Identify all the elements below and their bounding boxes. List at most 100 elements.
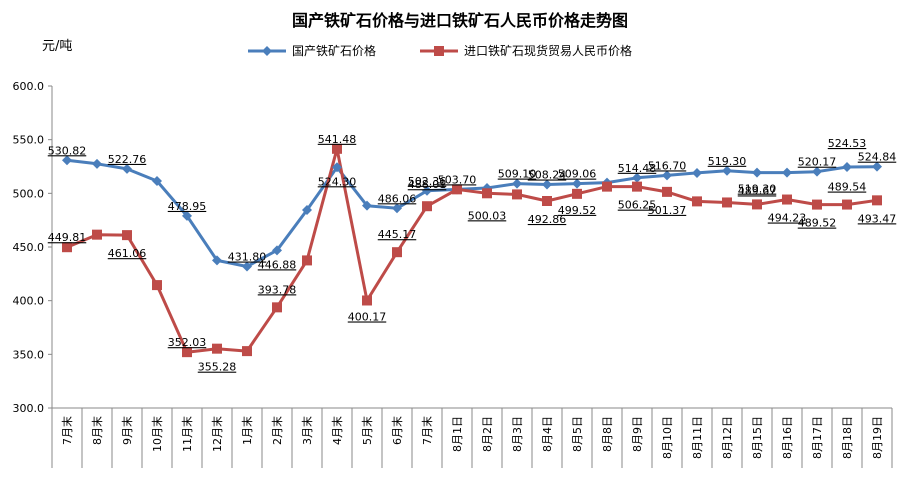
x-tick-label: 8月2日: [481, 416, 494, 452]
data-label-imported: 488.01: [408, 178, 447, 191]
data-label-domestic: 524.30: [318, 175, 357, 188]
data-label-imported: 494.23: [768, 212, 807, 225]
data-label-domestic: 516.70: [648, 159, 687, 172]
data-point-domestic: [392, 203, 402, 214]
data-label-imported: 393.78: [258, 283, 297, 296]
data-point-domestic: [422, 185, 432, 196]
y-tick-label: 550.0: [13, 134, 45, 147]
data-label-imported: 445.17: [378, 228, 417, 241]
data-label-domestic: 524.84: [858, 151, 897, 164]
data-point-domestic: [62, 155, 72, 166]
x-tick-label: 7月末: [60, 416, 74, 445]
data-point-domestic: [872, 161, 882, 172]
data-label-domestic: 502.36: [408, 175, 447, 188]
y-tick-label: 450.0: [13, 241, 45, 254]
data-label-domestic: 524.53: [828, 137, 867, 150]
data-point-domestic: [752, 167, 762, 178]
data-point-domestic: [242, 261, 252, 272]
y-tick-label: 600.0: [13, 80, 45, 93]
x-tick-label: 1月末: [240, 416, 254, 445]
data-point-imported: [452, 184, 462, 195]
x-tick-label: 8月12日: [721, 416, 734, 459]
data-point-domestic: [92, 158, 102, 169]
x-tick-label: 8月16日: [781, 416, 794, 459]
data-point-imported: [602, 181, 612, 192]
data-point-domestic: [632, 172, 642, 183]
x-tick-label: 8月8日: [601, 416, 614, 452]
data-point-imported: [302, 255, 312, 266]
data-label-imported: 355.28: [198, 361, 237, 374]
data-point-domestic: [572, 178, 582, 189]
data-point-domestic: [782, 167, 792, 178]
x-tick-label: 8月4日: [541, 416, 554, 452]
legend-marker-domestic: [262, 46, 272, 56]
data-label-imported: 489.67: [738, 184, 777, 197]
data-label-domestic: 509.06: [558, 168, 597, 181]
data-point-imported: [542, 195, 552, 206]
data-label-domestic: 431.80: [228, 251, 267, 264]
data-point-imported: [782, 194, 792, 205]
data-label-imported: 499.52: [558, 204, 597, 217]
x-tick-label: 8月11日: [691, 416, 704, 459]
data-point-domestic: [332, 162, 342, 173]
data-label-domestic: 519.30: [708, 155, 747, 168]
x-tick-label: 11月末: [180, 416, 194, 452]
data-label-domestic: 503.70: [438, 173, 477, 186]
chart-title: 国产铁矿石价格与进口铁矿石人民币价格走势图: [292, 11, 628, 30]
data-label-imported: 500.03: [468, 209, 507, 222]
data-point-domestic: [512, 178, 522, 189]
x-tick-label: 8月17日: [811, 416, 824, 459]
data-point-imported: [512, 189, 522, 200]
x-tick-label: 2月末: [270, 416, 284, 445]
data-label-imported: 489.52: [798, 217, 837, 230]
x-tick-label: 10月末: [150, 416, 164, 452]
data-point-imported: [392, 247, 402, 258]
x-tick-label: 8月3日: [511, 416, 524, 452]
data-label-imported: 506.25: [618, 199, 657, 212]
x-tick-label: 8月1日: [451, 416, 464, 452]
x-tick-label: 3月末: [300, 416, 314, 445]
data-label-imported: 489.54: [828, 181, 867, 194]
data-point-imported: [632, 181, 642, 192]
data-point-imported: [332, 143, 342, 154]
x-tick-label: 8月5日: [571, 416, 584, 452]
data-point-domestic: [692, 167, 702, 178]
data-label-domestic: 446.88: [258, 258, 297, 271]
data-label-domestic: 478.95: [168, 200, 207, 213]
x-tick-label: 5月末: [360, 416, 374, 445]
data-label-imported: 449.81: [48, 231, 87, 244]
y-tick-label: 400.0: [13, 295, 45, 308]
data-point-imported: [362, 295, 372, 306]
data-point-imported: [872, 195, 882, 206]
data-point-imported: [62, 242, 72, 253]
data-label-domestic: 508.24: [528, 168, 567, 181]
data-point-imported: [272, 302, 282, 313]
data-point-imported: [182, 347, 192, 358]
data-point-imported: [482, 188, 492, 199]
data-label-imported: 541.48: [318, 133, 357, 146]
legend-marker-imported: [434, 46, 444, 56]
data-point-imported: [692, 196, 702, 207]
data-point-imported: [722, 197, 732, 208]
data-point-imported: [812, 199, 822, 210]
data-point-imported: [242, 346, 252, 357]
data-label-domestic: 514.48: [618, 162, 657, 175]
x-tick-label: 4月末: [330, 416, 344, 445]
data-label-domestic: 509.10: [498, 168, 537, 181]
series-line-0: [66, 158, 878, 268]
data-point-imported: [752, 199, 762, 210]
data-label-domestic: 486.06: [378, 192, 417, 205]
x-tick-label: 8月18日: [841, 416, 854, 459]
data-label-imported: 493.47: [858, 212, 897, 225]
y-tick-label: 300.0: [13, 402, 45, 415]
x-tick-label: 8月10日: [661, 416, 674, 459]
data-point-imported: [152, 280, 162, 291]
data-point-imported: [212, 343, 222, 354]
series-layer: [62, 143, 882, 358]
y-tick-label: 500.0: [13, 187, 45, 200]
data-point-imported: [662, 186, 672, 197]
data-point-domestic: [842, 162, 852, 173]
data-point-domestic: [812, 166, 822, 177]
x-tick-label: 12月末: [210, 416, 224, 452]
